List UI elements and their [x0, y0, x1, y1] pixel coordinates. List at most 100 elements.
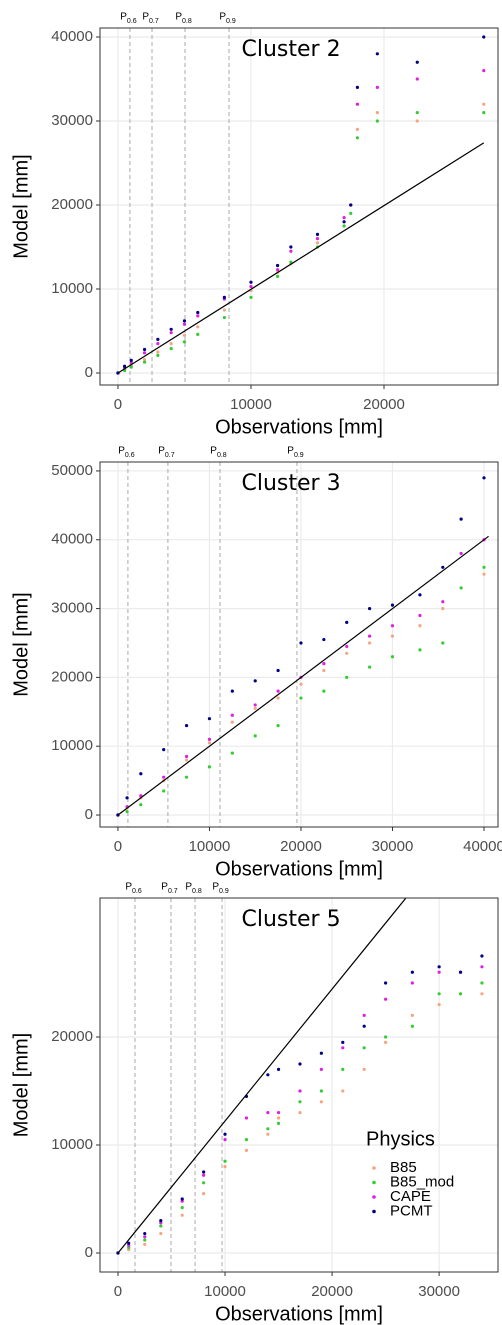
data-point	[415, 119, 419, 123]
data-point	[355, 102, 359, 106]
data-point	[315, 241, 320, 245]
data-point	[276, 689, 280, 693]
x-tick-label: 20000	[280, 838, 322, 855]
data-point	[159, 1218, 163, 1223]
data-point	[143, 1231, 147, 1236]
data-point	[298, 1100, 302, 1104]
data-point	[253, 734, 257, 738]
data-point	[482, 565, 486, 569]
data-point	[253, 679, 257, 683]
data-point	[182, 322, 187, 326]
data-point	[410, 1013, 414, 1017]
data-point	[276, 723, 280, 728]
percentile-label: 0.9	[219, 888, 229, 895]
data-point	[182, 340, 187, 344]
data-point	[275, 268, 280, 272]
data-point	[441, 600, 445, 604]
data-point	[299, 641, 303, 645]
data-point	[418, 648, 422, 652]
data-point	[223, 1164, 227, 1169]
data-point	[384, 997, 388, 1001]
data-point	[355, 127, 359, 131]
data-point	[289, 260, 293, 264]
data-point	[319, 1051, 323, 1055]
data-point	[202, 1170, 206, 1174]
data-point	[345, 675, 349, 679]
percentile-label: 0.8	[182, 18, 192, 25]
legend-marker	[372, 1209, 376, 1214]
percentile-label: 0.8	[192, 888, 202, 895]
data-point	[222, 315, 226, 320]
data-point	[375, 110, 379, 115]
data-point	[441, 606, 445, 611]
data-point	[322, 662, 326, 666]
percentile-label: 0.6	[132, 888, 142, 895]
data-point	[437, 1002, 441, 1007]
data-point	[368, 641, 372, 645]
data-point	[362, 1013, 366, 1017]
percentile-prefix: P	[212, 882, 219, 893]
percentile-label: 0.6	[127, 18, 137, 25]
data-point	[275, 263, 280, 268]
y-axis-title: Model [mm]	[10, 592, 32, 696]
percentile-prefix: P	[219, 12, 226, 23]
data-point	[275, 274, 280, 278]
data-point	[415, 77, 419, 81]
data-point	[156, 341, 160, 346]
data-point	[322, 637, 326, 642]
x-tick-label: 10000	[189, 838, 231, 855]
data-point	[276, 668, 280, 673]
data-point	[142, 357, 147, 362]
data-point	[418, 624, 422, 628]
panel-border	[99, 461, 499, 828]
data-point	[253, 703, 257, 707]
data-point	[480, 981, 484, 985]
x-tick-label: 20000	[363, 396, 405, 413]
data-point	[375, 119, 379, 123]
plot-area	[100, 462, 498, 827]
x-axis-title: Observations [mm]	[215, 416, 383, 438]
data-point	[441, 641, 445, 645]
x-tick-label: 20000	[311, 1283, 353, 1300]
y-tick-label: 50000	[51, 462, 93, 479]
y-tick-label: 30000	[51, 600, 93, 617]
percentile-prefix: P	[118, 446, 125, 457]
data-point	[266, 1127, 270, 1131]
data-point	[266, 1132, 270, 1136]
data-point	[266, 1110, 270, 1115]
y-tick-label: 20000	[51, 668, 93, 685]
legend-marker	[372, 1166, 376, 1170]
percentile-label: 0.7	[168, 888, 178, 895]
data-point	[319, 1100, 323, 1104]
x-tick-label: 30000	[418, 1283, 460, 1300]
data-point	[362, 1024, 366, 1028]
y-tick-label: 20000	[51, 196, 93, 213]
data-point	[162, 748, 166, 752]
data-point	[169, 331, 173, 335]
data-point	[182, 333, 187, 337]
data-point	[222, 308, 226, 312]
data-point	[345, 651, 349, 655]
data-point	[390, 655, 395, 659]
percentile-prefix: P	[125, 882, 132, 893]
y-axis-title: Model [mm]	[10, 154, 32, 258]
data-point	[345, 644, 349, 649]
data-point	[159, 1224, 163, 1228]
reference-line	[117, 142, 485, 374]
data-point	[142, 347, 147, 352]
data-point	[223, 1159, 227, 1163]
reference-line	[117, 535, 489, 816]
data-point	[169, 341, 173, 346]
panel-border	[99, 897, 499, 1273]
data-point	[458, 992, 463, 996]
percentile-prefix: P	[142, 12, 149, 23]
data-point	[276, 1067, 281, 1071]
data-point	[222, 295, 226, 299]
data-point	[159, 1231, 163, 1236]
data-point	[207, 737, 212, 741]
legend-marker	[372, 1180, 376, 1185]
legend-marker	[372, 1195, 376, 1199]
data-point	[230, 751, 234, 755]
data-point	[129, 365, 133, 369]
data-point	[289, 245, 293, 249]
